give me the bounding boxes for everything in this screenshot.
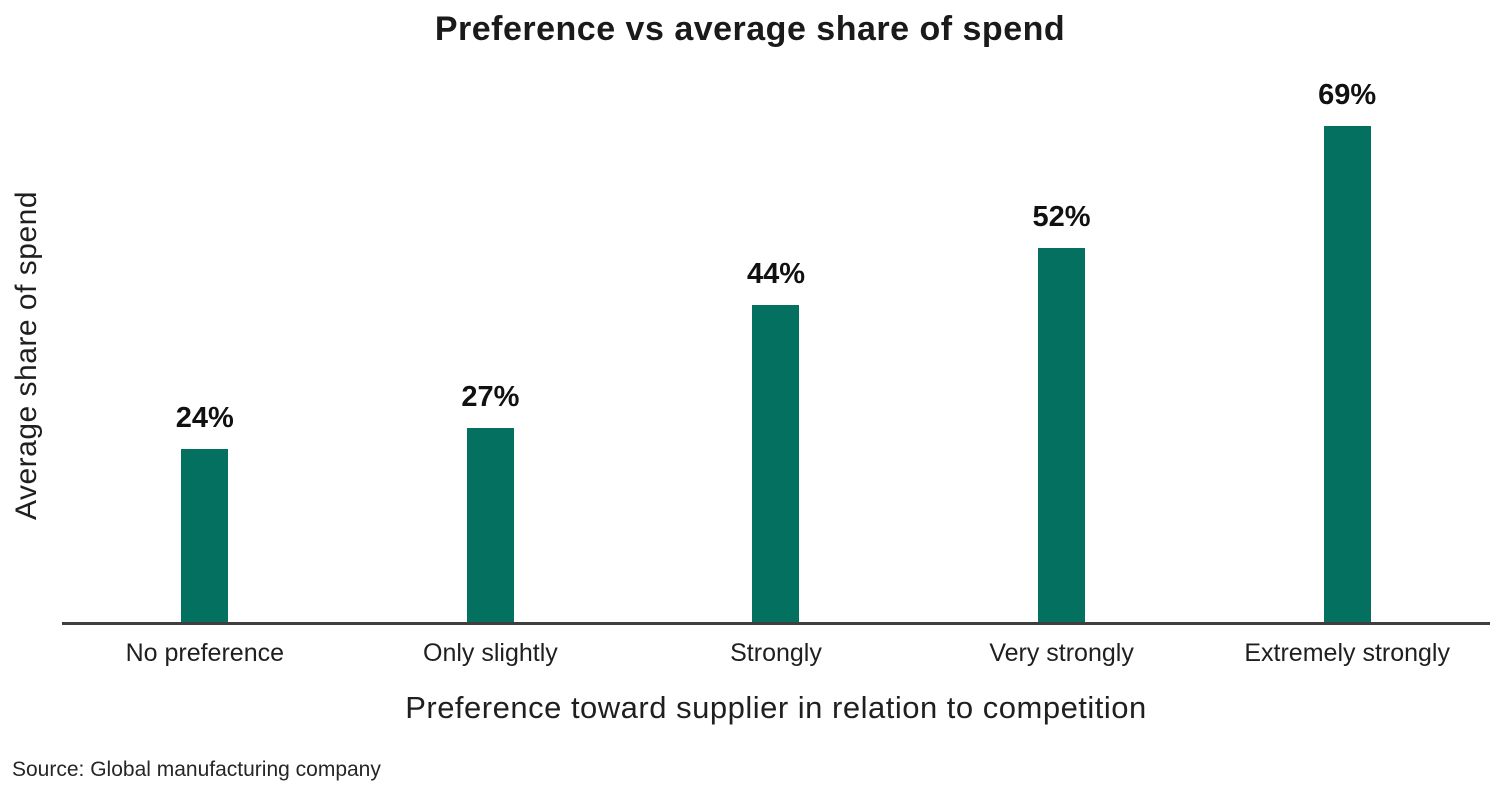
category-label: Extremely strongly	[1244, 639, 1450, 667]
bar	[1323, 126, 1371, 622]
bar-group: 52% Very strongly	[919, 104, 1205, 667]
plot-area: 24% No preference 27% Only slightly 44% Stron…	[62, 79, 1490, 667]
category-label: No preference	[125, 639, 285, 667]
bar	[1038, 248, 1086, 622]
bar-value-label: 27%	[461, 381, 520, 413]
bar-group: 27% Only slightly	[348, 104, 634, 667]
source-note: Source: Global manufacturing company	[12, 758, 381, 781]
bar-value-label: 24%	[175, 402, 234, 434]
bar-value-label: 69%	[1318, 79, 1377, 111]
bar	[181, 449, 229, 622]
bar	[466, 428, 514, 622]
x-axis-title: Preference toward supplier in relation t…	[405, 690, 1147, 725]
bar-group: 44% Strongly	[633, 104, 919, 667]
bar	[752, 305, 800, 622]
category-label: Only slightly	[423, 639, 558, 667]
y-axis-title: Average share of spend	[10, 191, 43, 521]
bar-group: 24% No preference	[62, 104, 348, 667]
chart-title: Preference vs average share of spend	[434, 10, 1066, 48]
bar-value-label: 52%	[1032, 201, 1091, 233]
bar-value-label: 44%	[746, 258, 806, 290]
category-label: Strongly	[730, 639, 822, 667]
bar-group: 69% Extremely strongly	[1204, 79, 1490, 667]
category-label: Very strongly	[989, 639, 1134, 667]
